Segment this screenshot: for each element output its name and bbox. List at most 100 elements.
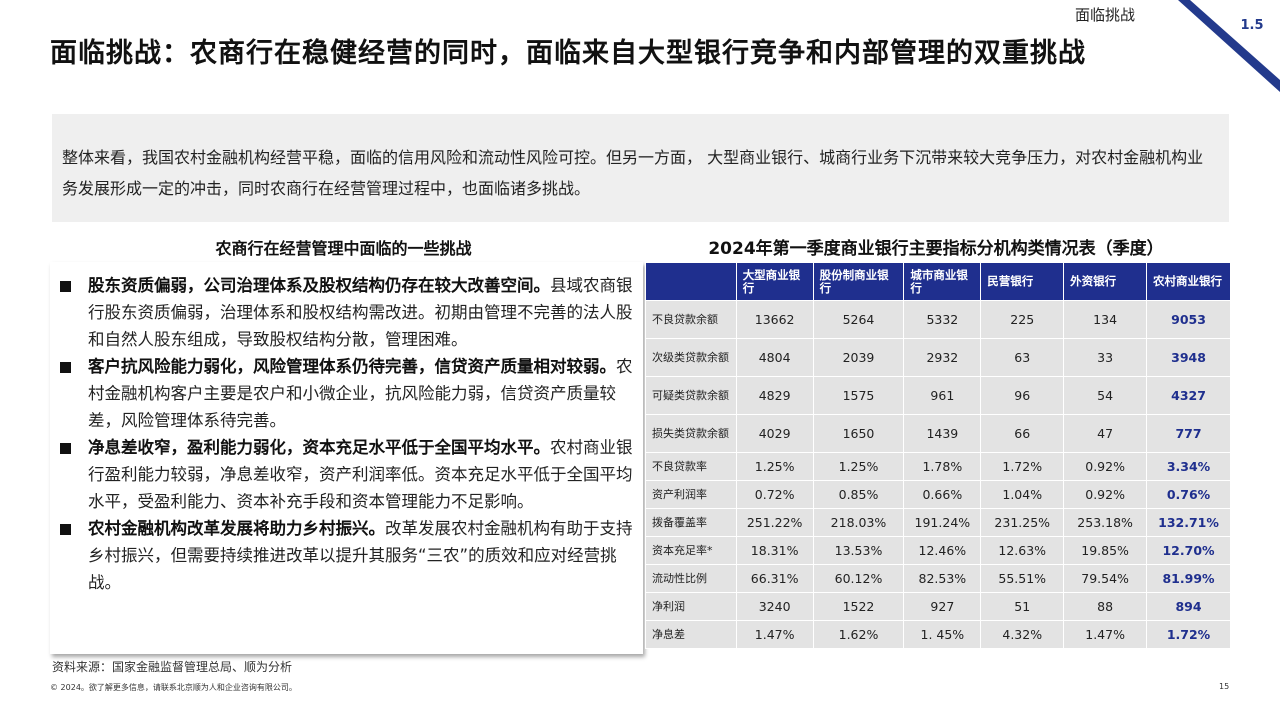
column-header: 股份制商业银行 (812, 262, 905, 301)
table-cell: 12.46% (903, 536, 982, 565)
row-label: 可疑类贷款余额 (645, 376, 737, 415)
table-cell: 5264 (812, 300, 905, 339)
challenge-heading: 净息差收窄，盈利能力弱化，资本充足水平低于全国平均水平。 (88, 438, 550, 457)
highlight-cell: 12.70% (1146, 536, 1231, 565)
table-cell: 218.03% (812, 508, 905, 537)
table-row: 净息差 1.47% 1.62% 1. 45% 4.32% 1.47% 1.72% (645, 620, 1231, 649)
column-header: 民营银行 (980, 262, 1065, 301)
highlight-cell: 777 (1146, 414, 1231, 453)
table-cell: 18.31% (735, 536, 814, 565)
table-cell: 63 (980, 338, 1065, 377)
challenge-body: 农村商业银行盈利能力较弱，净息差收窄，资产利润率低。资本充足水平低于全国平均水平… (88, 438, 633, 511)
table-cell: 1.47% (735, 620, 814, 649)
challenge-body: 改革发展农村金融机构有助于支持乡村振兴，但需要持续推进改革以提升其服务“三农”的… (88, 519, 633, 592)
highlight-cell: 1.72% (1146, 620, 1231, 649)
table-row: 可疑类贷款余额 4829 1575 961 96 54 4327 (645, 376, 1231, 415)
row-label: 次级类贷款余额 (645, 338, 737, 377)
table-cell: 4.32% (980, 620, 1065, 649)
table-cell: 66.31% (735, 564, 814, 593)
highlight-cell: 132.71% (1146, 508, 1231, 537)
table-cell: 3240 (735, 592, 814, 621)
challenge-item: 农村金融机构改革发展将助力乡村振兴。改革发展农村金融机构有助于支持乡村振兴，但需… (60, 515, 635, 596)
table-cell: 4804 (735, 338, 814, 377)
challenge-body: 农村金融机构客户主要是农户和小微企业，抗风险能力弱，信贷资产质量较差，风险管理体… (88, 357, 633, 430)
table-cell: 4829 (735, 376, 814, 415)
row-label: 损失类贷款余额 (645, 414, 737, 453)
challenge-item: 客户抗风险能力弱化，风险管理体系仍待完善，信贷资产质量相对较弱。农村金融机构客户… (60, 353, 635, 434)
table-cell: 253.18% (1063, 508, 1148, 537)
table-cell: 47 (1063, 414, 1148, 453)
table-cell: 55.51% (980, 564, 1065, 593)
row-label: 净利润 (645, 592, 737, 621)
table-cell: 54 (1063, 376, 1148, 415)
table-title: 2024年第一季度商业银行主要指标分机构类情况表（季度） (708, 239, 1164, 259)
challenge-item: 净息差收窄，盈利能力弱化，资本充足水平低于全国平均水平。农村商业银行盈利能力较弱… (60, 434, 635, 515)
page-title: 面临挑战：农商行在稳健经营的同时，面临来自大型银行竞争和内部管理的双重挑战 (50, 38, 1086, 69)
table-cell: 0.85% (812, 480, 905, 509)
row-label: 资本充足率* (645, 536, 737, 565)
table-cell: 0.72% (735, 480, 814, 509)
table-row: 不良贷款余额 13662 5264 5332 225 134 9053 (645, 300, 1231, 339)
table-cell: 1.78% (903, 452, 982, 481)
table-cell: 1.72% (980, 452, 1065, 481)
highlight-cell: 3948 (1146, 338, 1231, 377)
table-header-row: 大型商业银行 股份制商业银行 城市商业银行 民营银行 外资银行 农村商业银行 (645, 262, 1231, 301)
table-corner-cell (645, 262, 737, 301)
row-label: 拨备覆盖率 (645, 508, 737, 537)
section-number: 1.5 (1240, 18, 1264, 33)
table-row: 资产利润率 0.72% 0.85% 0.66% 1.04% 0.92% 0.76… (645, 480, 1231, 509)
table-cell: 961 (903, 376, 982, 415)
table-cell: 88 (1063, 592, 1148, 621)
table-cell: 225 (980, 300, 1065, 339)
table-cell: 82.53% (903, 564, 982, 593)
corner-triangle-decoration (1178, 0, 1280, 92)
square-bullet-icon (60, 443, 71, 454)
square-bullet-icon (60, 362, 71, 373)
table-cell: 134 (1063, 300, 1148, 339)
source-note: 资料来源：国家金融监督管理总局、顺为分析 (52, 660, 293, 674)
column-header: 大型商业银行 (735, 262, 814, 301)
table-cell: 66 (980, 414, 1065, 453)
table-cell: 0.66% (903, 480, 982, 509)
table-cell: 1439 (903, 414, 982, 453)
square-bullet-icon (60, 281, 71, 292)
table-cell: 927 (903, 592, 982, 621)
table-cell: 96 (980, 376, 1065, 415)
row-label: 流动性比例 (645, 564, 737, 593)
column-header: 城市商业银行 (903, 262, 982, 301)
column-header: 外资银行 (1063, 262, 1148, 301)
challenge-heading: 客户抗风险能力弱化，风险管理体系仍待完善，信贷资产质量相对较弱。 (88, 357, 616, 376)
table-cell: 191.24% (903, 508, 982, 537)
table-row: 拨备覆盖率 251.22% 218.03% 191.24% 231.25% 25… (645, 508, 1231, 537)
highlight-cell: 3.34% (1146, 452, 1231, 481)
table-cell: 60.12% (812, 564, 905, 593)
table-cell: 1. 45% (903, 620, 982, 649)
table-cell: 1650 (812, 414, 905, 453)
summary-box: 整体来看，我国农村金融机构经营平稳，面临的信用风险和流动性风险可控。但另一方面，… (52, 114, 1229, 222)
table-cell: 79.54% (1063, 564, 1148, 593)
summary-text: 整体来看，我国农村金融机构经营平稳，面临的信用风险和流动性风险可控。但另一方面，… (62, 148, 1204, 198)
section-label: 面临挑战 (1075, 6, 1136, 24)
table-cell: 51 (980, 592, 1065, 621)
table-cell: 2932 (903, 338, 982, 377)
table-cell: 1.25% (812, 452, 905, 481)
highlight-cell: 894 (1146, 592, 1231, 621)
challenge-item: 股东资质偏弱，公司治理体系及股权结构仍存在较大改善空间。县域农商银行股东资质偏弱… (60, 272, 635, 353)
table-cell: 0.92% (1063, 452, 1148, 481)
highlight-cell: 81.99% (1146, 564, 1231, 593)
column-header: 农村商业银行 (1146, 262, 1231, 301)
table-row: 次级类贷款余额 4804 2039 2932 63 33 3948 (645, 338, 1231, 377)
table-cell: 33 (1063, 338, 1148, 377)
table-cell: 13.53% (812, 536, 905, 565)
table-cell: 0.92% (1063, 480, 1148, 509)
row-label: 净息差 (645, 620, 737, 649)
table-cell: 251.22% (735, 508, 814, 537)
row-label: 资产利润率 (645, 480, 737, 509)
table-cell: 1.25% (735, 452, 814, 481)
table-row: 净利润 3240 1522 927 51 88 894 (645, 592, 1231, 621)
square-bullet-icon (60, 524, 71, 535)
bank-indicator-table: 大型商业银行 股份制商业银行 城市商业银行 民营银行 外资银行 农村商业银行 不… (645, 262, 1231, 649)
table-cell: 231.25% (980, 508, 1065, 537)
table-cell: 1.47% (1063, 620, 1148, 649)
table-cell: 2039 (812, 338, 905, 377)
